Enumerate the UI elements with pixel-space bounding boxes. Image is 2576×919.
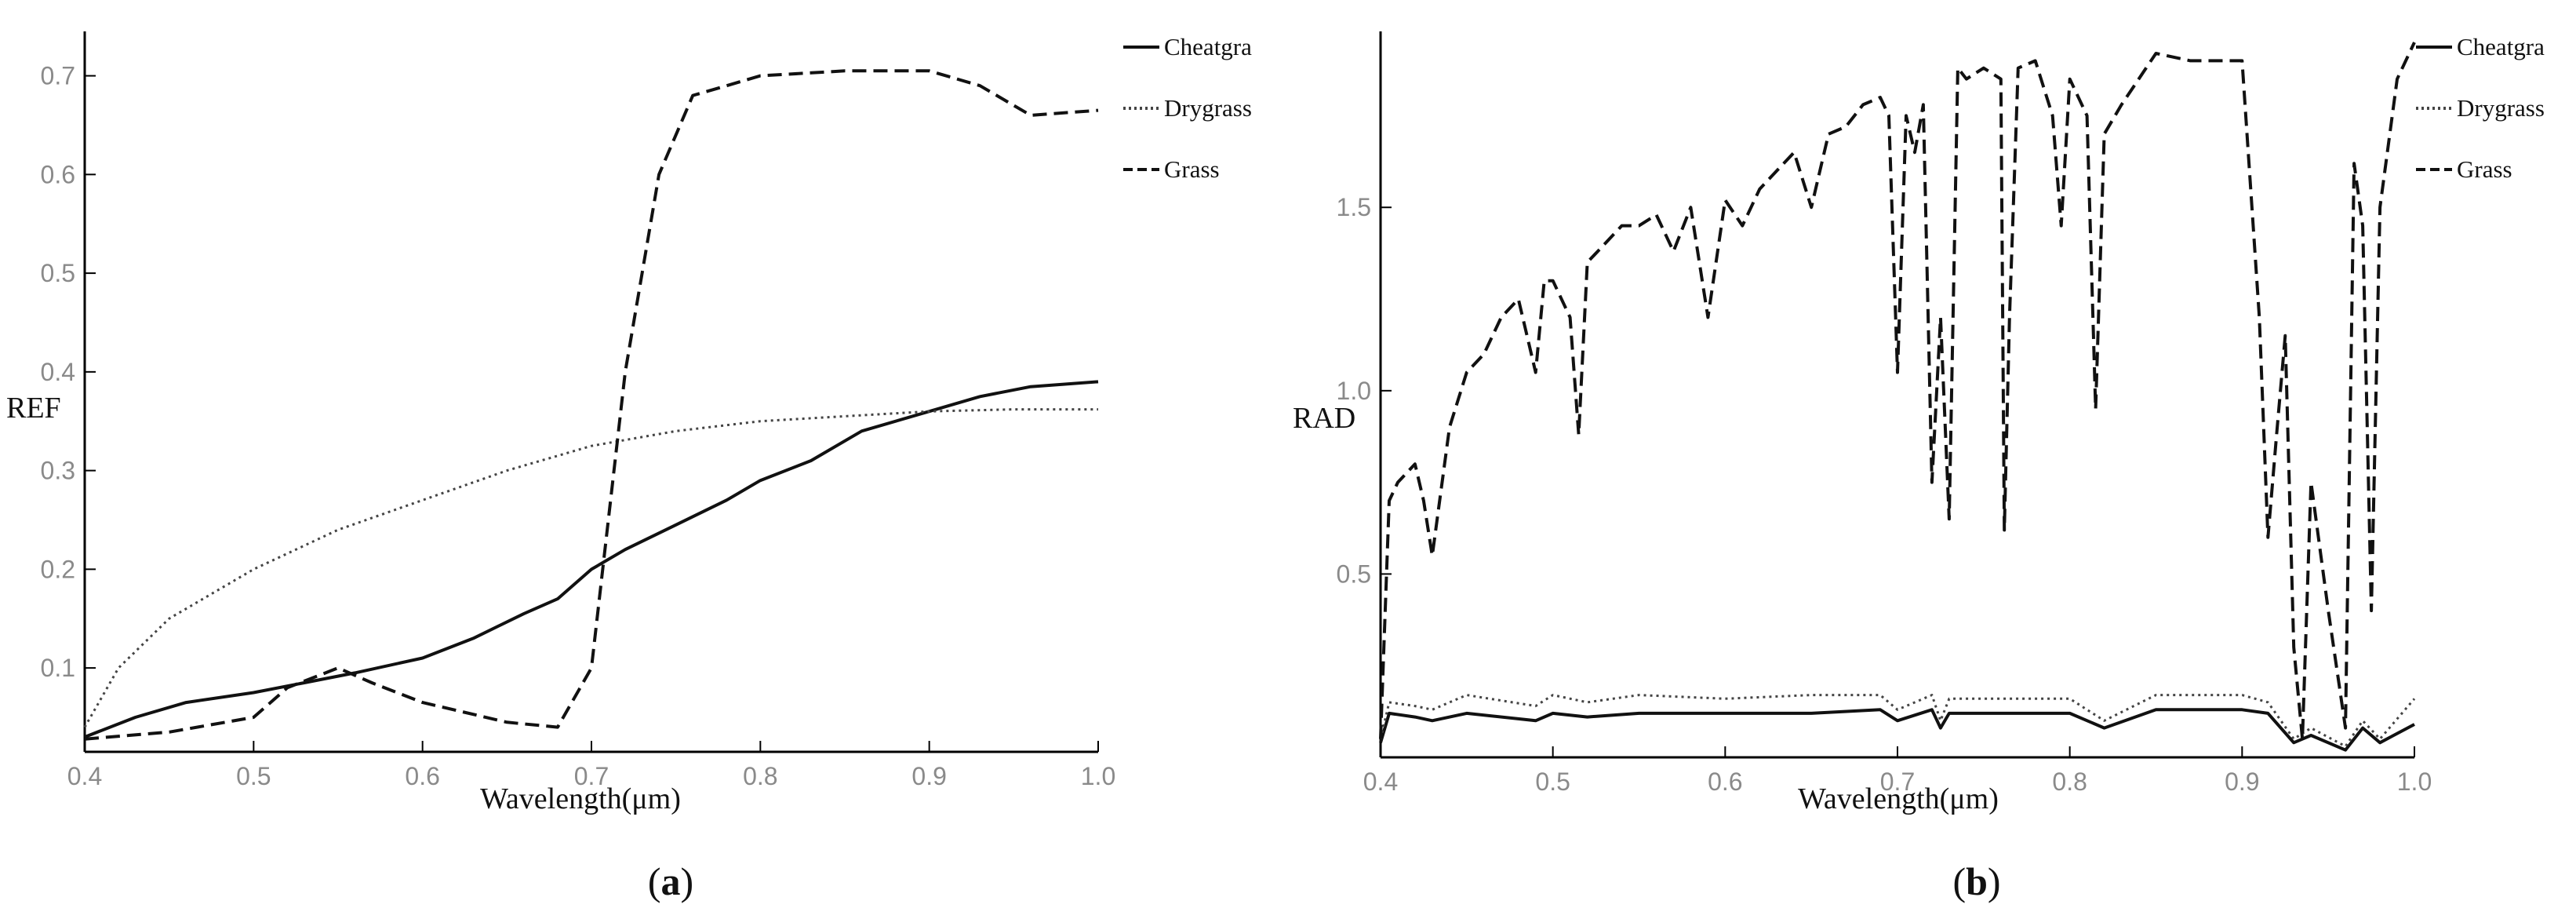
chart-a-ticks: 0.4 0.5 0.6 0.7 0.8 0.9 1.0 0.1 0.2 0.3 0.4 0.5 0.6 0…: [41, 62, 1116, 790]
chart-a-plot: [83, 31, 1098, 753]
chart-b-ylabel: RAD: [1293, 402, 1355, 435]
y-tick-label: 0.4: [41, 358, 75, 386]
chart-b-plot: [1379, 31, 2414, 759]
series-grass-line: [1379, 42, 2416, 741]
x-tick-label: 0.9: [2225, 768, 2259, 796]
chart-a: 0.4 0.5 0.6 0.7 0.8 0.9 1.0 0.1 0.2 0.3 0.4 0.5 0.6 0…: [6, 31, 1252, 903]
x-tick-label: 0.9: [911, 762, 946, 790]
x-tick-label: 0.6: [405, 762, 439, 790]
chart-b-caption-letter: b: [1966, 859, 1988, 903]
x-tick-label: 0.8: [2052, 768, 2087, 796]
series-drygrass-line: [1379, 694, 2416, 748]
legend-grass-label: Grass: [1164, 155, 1220, 183]
legend-grass-label: Grass: [2457, 155, 2512, 183]
y-tick-label: 1.0: [1337, 377, 1371, 405]
x-tick-label: 0.4: [1363, 768, 1398, 796]
chart-a-series: [83, 69, 1099, 741]
legend-drygrass-label: Drygrass: [2457, 94, 2545, 122]
legend-drygrass-label: Drygrass: [1164, 94, 1252, 122]
y-tick-label: 0.7: [41, 62, 75, 90]
chart-b-series: [1379, 42, 2416, 752]
chart-b-caption: (b): [1952, 859, 2000, 903]
x-tick-label: 0.4: [67, 762, 102, 790]
x-tick-label: 0.7: [1880, 768, 1915, 796]
x-tick-label: 0.6: [1708, 768, 1742, 796]
chart-b-legend: Cheatgra Drygrass Grass: [2416, 33, 2545, 183]
x-tick-label: 1.0: [2397, 768, 2432, 796]
chart-b-xlabel: Wavelength(μm): [1798, 782, 1999, 815]
x-tick-label: 0.8: [743, 762, 777, 790]
y-tick-label: 0.3: [41, 457, 75, 485]
series-cheatgra-line: [84, 380, 1099, 738]
x-tick-label: 0.5: [236, 762, 271, 790]
x-tick-label: 0.7: [574, 762, 609, 790]
chart-a-legend: Cheatgra Drygrass Grass: [1123, 33, 1252, 183]
y-tick-label: 0.6: [41, 160, 75, 188]
y-tick-label: 0.2: [41, 555, 75, 583]
chart-b-ticks: 0.4 0.5 0.6 0.7 0.8 0.9 1.0 0.5 1.0 1.5: [1337, 193, 2432, 796]
y-tick-label: 0.5: [1337, 560, 1371, 588]
y-tick-label: 1.5: [1337, 193, 1371, 221]
x-tick-label: 0.5: [1535, 768, 1570, 796]
chart-a-caption-letter: a: [661, 859, 681, 903]
legend-cheatgra-label: Cheatgra: [2457, 33, 2545, 60]
chart-a-ylabel: REF: [6, 392, 61, 425]
series-cheatgra-line: [1379, 708, 2415, 752]
chart-b: 0.4 0.5 0.6 0.7 0.8 0.9 1.0 0.5 1.0 1.5 RAD Wavel…: [1293, 31, 2545, 903]
series-grass-line: [84, 69, 1099, 741]
y-tick-label: 0.5: [41, 259, 75, 287]
x-tick-label: 1.0: [1081, 762, 1115, 790]
chart-a-xlabel: Wavelength(μm): [480, 782, 681, 815]
y-tick-label: 0.1: [41, 654, 75, 682]
series-drygrass-line: [83, 408, 1098, 728]
chart-a-caption: (a): [648, 859, 693, 903]
legend-cheatgra-label: Cheatgra: [1164, 33, 1252, 60]
